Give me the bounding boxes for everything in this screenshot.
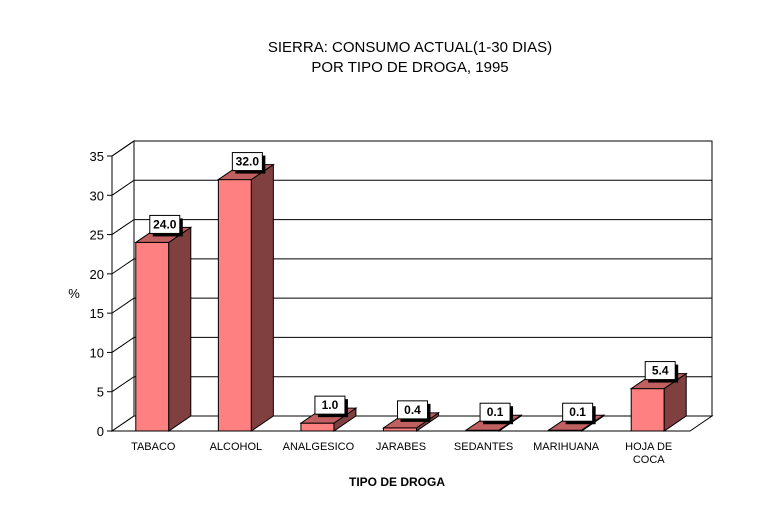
- data-label-box: [231, 152, 263, 172]
- x-category-label: TABACO: [131, 441, 176, 453]
- y-tick-label: 0: [97, 424, 104, 439]
- y-tick-labels: 0 5 10 15 20 25 30 35: [90, 149, 104, 439]
- bar-front: [135, 241, 170, 432]
- data-label-box: [562, 402, 594, 422]
- grid-line-30: [111, 179, 712, 196]
- chart-title: SIERRA: CONSUMO ACTUAL(1-30 DIAS) POR TI…: [0, 38, 780, 78]
- bar-front: [630, 388, 665, 432]
- grid-line-25: [111, 219, 712, 235]
- data-label: 32.0: [236, 155, 260, 169]
- grid-line-10: [111, 336, 712, 353]
- data-labels: 24.0 32.0 1.0 0.4 0.1 0.1 5.4: [149, 152, 679, 425]
- data-label-box: [479, 402, 511, 422]
- y-tick-label: 5: [97, 385, 104, 400]
- grid-lines: [111, 140, 712, 393]
- data-label-box: [149, 214, 181, 234]
- chart-title-line-2: POR TIPO DE DROGA, 1995: [311, 59, 509, 76]
- grid-line-5: [111, 376, 712, 393]
- data-label: 0.1: [569, 405, 586, 419]
- y-tick-label: 20: [90, 267, 104, 282]
- bar-side: [250, 163, 274, 432]
- bar-front: [300, 422, 335, 432]
- data-label-box: [644, 361, 676, 381]
- x-category-label: JARABES: [376, 441, 426, 453]
- grid-line-20: [111, 258, 712, 275]
- data-label: 24.0: [153, 217, 177, 231]
- y-tick-label: 25: [90, 228, 104, 243]
- data-label-box: [397, 400, 428, 420]
- data-label: 1.0: [322, 398, 339, 412]
- side-wall: [111, 140, 135, 432]
- x-category-labels: TABACO ALCOHOL ANALGESICO JARABES SEDANTES MA…: [131, 441, 672, 466]
- x-category-label: MARIHUANA: [533, 441, 600, 453]
- data-label: 0.1: [487, 405, 504, 419]
- data-label-box: [314, 395, 346, 415]
- y-axis-title: %: [68, 286, 80, 301]
- bar-side: [168, 226, 192, 432]
- grid-line-15: [111, 297, 712, 314]
- chart-walls: [110, 140, 714, 432]
- data-label: 5.4: [652, 364, 669, 378]
- y-tick-label: 10: [90, 345, 104, 360]
- y-tick-label: 15: [90, 306, 104, 321]
- bar-front: [217, 179, 252, 432]
- x-category-label: COCA: [633, 454, 665, 466]
- y-tick-label: 30: [90, 188, 104, 203]
- chart-title-line-1: SIERRA: CONSUMO ACTUAL(1-30 DIAS): [267, 39, 553, 56]
- y-tick-label: 35: [90, 149, 104, 164]
- x-category-label: ANALGESICO: [283, 441, 355, 453]
- x-category-label: ALCOHOL: [210, 441, 263, 453]
- grid-line-35: [111, 140, 712, 157]
- data-label: 0.4: [404, 403, 421, 417]
- x-category-label: HOJA DE: [625, 441, 672, 453]
- x-category-label: SEDANTES: [454, 441, 513, 453]
- x-axis-title: TIPO DE DROGA: [349, 475, 445, 489]
